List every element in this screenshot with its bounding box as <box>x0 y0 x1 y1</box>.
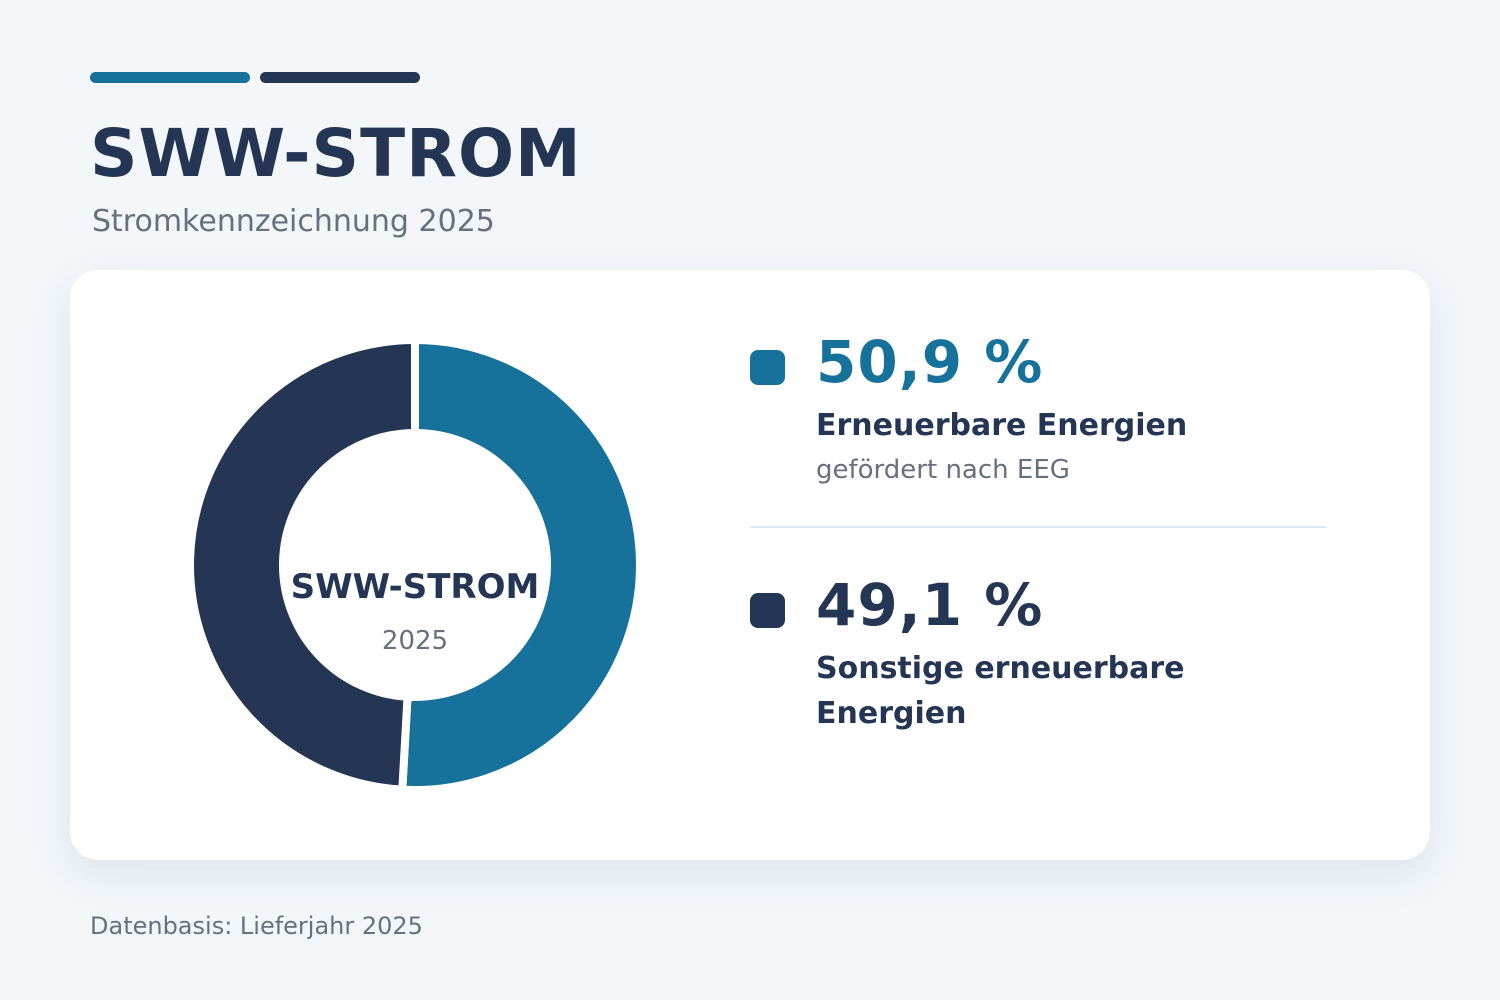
page-subtitle: Stromkennzeichnung 2025 <box>92 204 495 239</box>
chart-card: SWW-STROM 2025 50,9 % Erneuerbare Energi… <box>70 270 1430 860</box>
accent-bar-renewable <box>90 72 250 83</box>
legend-swatch-renewable <box>750 350 785 385</box>
legend-item-other: 49,1 % Sonstige erneuerbare Energien <box>750 568 1326 736</box>
donut-slice-other <box>186 336 419 794</box>
donut-slices <box>186 336 644 794</box>
legend-note-renewable: gefördert nach EEG <box>816 455 1070 485</box>
legend-item-renewable: 50,9 % Erneuerbare Energien gefördert na… <box>750 325 1326 490</box>
page-title: SWW-STROM <box>90 115 582 192</box>
donut-center-year: 2025 <box>382 626 448 656</box>
accent-bar-other <box>260 72 420 83</box>
legend-value-renewable: 50,9 % <box>816 328 1044 396</box>
legend-label-renewable: Erneuerbare Energien <box>816 408 1188 443</box>
legend-label-other: Sonstige erneuerbare Energien <box>816 651 1185 731</box>
legend-divider <box>750 526 1326 528</box>
donut-chart: SWW-STROM 2025 <box>170 320 660 810</box>
donut-center-title: SWW-STROM <box>291 567 540 607</box>
legend-value-other: 49,1 % <box>816 571 1044 639</box>
donut-chart-svg: SWW-STROM 2025 <box>186 336 644 794</box>
footer-note: Datenbasis: Lieferjahr 2025 <box>90 912 423 940</box>
legend-swatch-other <box>750 593 785 628</box>
donut-slice-renewable <box>398 336 644 794</box>
legend: 50,9 % Erneuerbare Energien gefördert na… <box>750 325 1326 736</box>
